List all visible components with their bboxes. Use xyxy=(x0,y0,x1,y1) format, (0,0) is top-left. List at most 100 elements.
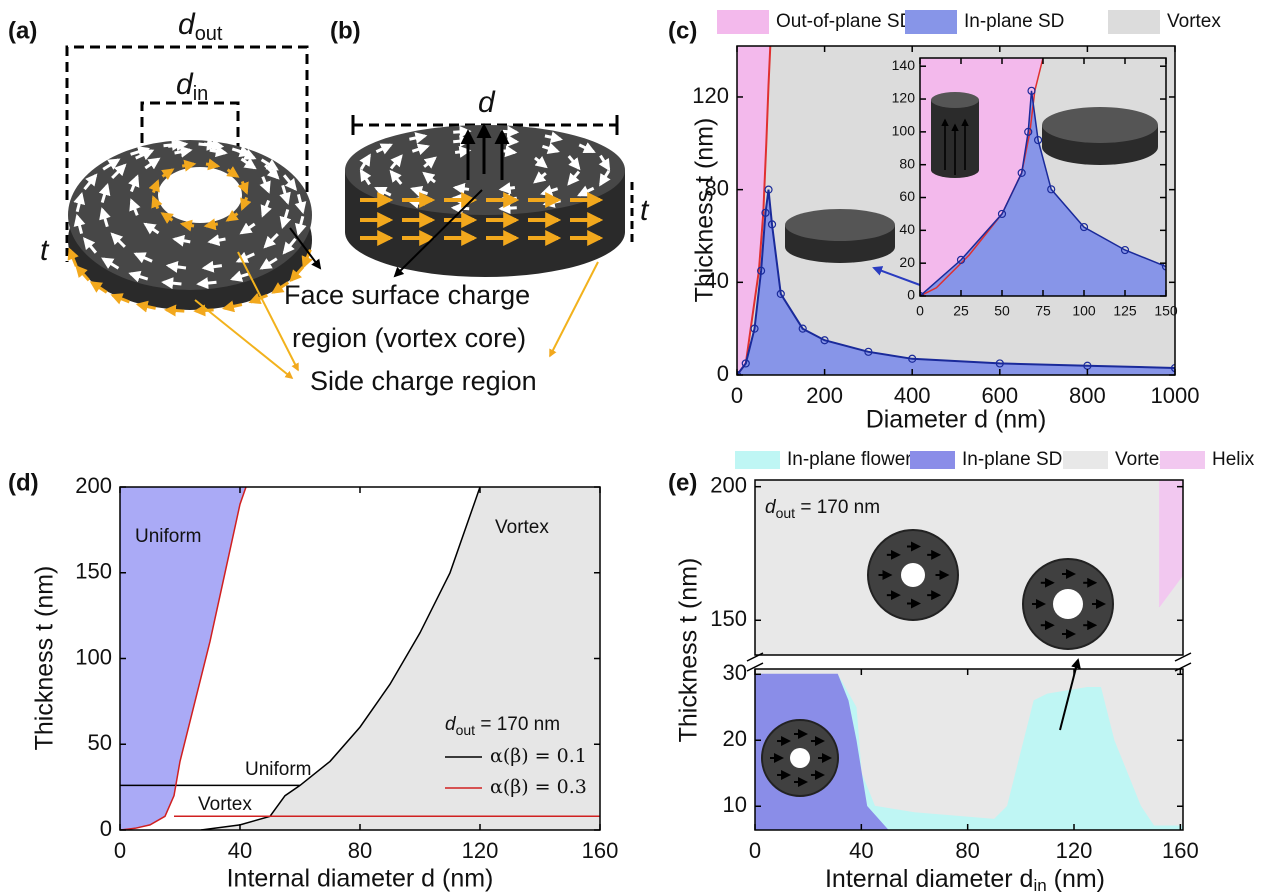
moment-arrow xyxy=(166,310,184,311)
x-axis-label: Diameter d (nm) xyxy=(866,406,1047,434)
legend-swatch xyxy=(1063,451,1108,469)
x-tick-label: 125 xyxy=(1113,303,1137,319)
x-tick-label: 200 xyxy=(806,383,843,408)
plot-area xyxy=(917,58,1170,300)
moment-arrow xyxy=(501,188,515,190)
x-axis-label: Internal diameter d (nm) xyxy=(227,865,494,893)
symbol: d xyxy=(178,8,196,41)
text: = 170 nm xyxy=(795,497,880,518)
panel-label: (c) xyxy=(668,17,697,44)
pointer-arrow xyxy=(550,262,598,356)
face-charge-label: Face surface charge xyxy=(284,280,530,310)
y-tick-label: 0 xyxy=(717,361,729,386)
symbol: d xyxy=(176,68,194,101)
moment-arrow xyxy=(455,188,469,190)
icon-hole xyxy=(790,748,810,768)
region-label: Vortex xyxy=(495,517,549,538)
y-tick-label: 150 xyxy=(75,559,112,584)
legend-label: Helix xyxy=(1212,449,1255,470)
y-tick-label: 120 xyxy=(892,90,916,106)
plot-area xyxy=(755,669,1183,830)
moment-arrow xyxy=(206,164,218,166)
moment-arrow xyxy=(501,208,517,209)
side-charge-label: Side charge region xyxy=(310,366,537,396)
legend-label: In-plane flower xyxy=(787,449,912,470)
face-charge-label: region (vortex core) xyxy=(292,323,526,353)
y-tick-label: 120 xyxy=(692,83,729,108)
moment-arrow xyxy=(196,310,214,311)
y-tick-label: 40 xyxy=(899,221,915,237)
legend-swatch xyxy=(1108,10,1160,34)
x-tick-label: 800 xyxy=(1069,383,1106,408)
y-tick-label: 100 xyxy=(75,644,112,669)
moment-arrow xyxy=(164,144,182,146)
x-tick-label: 120 xyxy=(1056,838,1093,863)
x-tick-label: 40 xyxy=(228,838,252,863)
subscript: out xyxy=(776,505,796,521)
y-tick-label: 140 xyxy=(892,57,916,73)
moment-arrow xyxy=(199,144,217,146)
panel-label: (b) xyxy=(330,17,361,44)
y-axis-label: Thickness t (nm) xyxy=(675,558,703,743)
x-tick-label: 0 xyxy=(916,303,924,319)
legend-label: In-plane SD xyxy=(964,11,1064,32)
x-tick-label: 40 xyxy=(849,838,873,863)
ring-hole xyxy=(158,167,242,223)
legend-label: α(β) = 0.3 xyxy=(490,776,587,798)
y-tick-label: 50 xyxy=(88,730,112,755)
x-tick-label: 120 xyxy=(462,838,499,863)
region-label: Vortex xyxy=(198,794,252,815)
panel-label: (e) xyxy=(668,469,697,496)
y-tick-label: 20 xyxy=(723,726,747,751)
x-tick-label: 80 xyxy=(348,838,372,863)
moment-arrow xyxy=(453,208,469,209)
x-tick-label: 0 xyxy=(114,838,126,863)
panel-label: (a) xyxy=(8,17,37,44)
x-tick-label: 600 xyxy=(981,383,1018,408)
moment-arrow xyxy=(206,224,218,226)
moment-arrow xyxy=(164,282,182,284)
page: (a) (b) (c) (d) (e) dout din t d t Face … xyxy=(0,0,1261,896)
x-axis-label: Internal diameter din (nm) xyxy=(825,865,1105,896)
y-tick-label: 150 xyxy=(710,606,747,631)
icon-top xyxy=(785,209,895,241)
legend-swatch xyxy=(717,10,769,34)
icon-hole xyxy=(901,563,925,587)
x-tick-label: 100 xyxy=(1072,303,1096,319)
disk-diagram xyxy=(345,115,632,277)
x-tick-label: 160 xyxy=(582,838,619,863)
legend-label: In-plane SD xyxy=(962,449,1062,470)
x-tick-label: 0 xyxy=(731,383,743,408)
x-tick-label: 1000 xyxy=(1151,383,1200,408)
y-axis-label: Thickness t (nm) xyxy=(691,118,719,303)
legend-label: Vortex xyxy=(1167,11,1221,32)
figure: (a) (b) (c) (d) (e) dout din t d t Face … xyxy=(0,0,1261,896)
legend-swatch xyxy=(735,451,780,469)
x-tick-label: 400 xyxy=(894,383,931,408)
y-tick-label: 30 xyxy=(723,660,747,685)
panel-label: (d) xyxy=(8,469,39,496)
region-label: Uniform xyxy=(135,526,202,547)
moment-arrow xyxy=(182,164,194,166)
icon-top xyxy=(1042,107,1158,143)
y-tick-label: 10 xyxy=(723,792,747,817)
subscript: out xyxy=(195,23,223,45)
y-tick-label: 100 xyxy=(892,123,916,139)
subscript: out xyxy=(456,722,476,738)
label-t: t xyxy=(640,194,650,227)
x-tick-label: 150 xyxy=(1154,303,1178,319)
y-tick-label: 200 xyxy=(75,473,112,498)
legend-swatch xyxy=(1160,451,1205,469)
text: (nm) xyxy=(1047,865,1105,893)
label-t: t xyxy=(40,234,50,267)
legend-label: Out-of-plane SD xyxy=(776,11,913,32)
subscript: in xyxy=(1033,876,1046,895)
label-d: d xyxy=(478,86,496,119)
pointer-arrow xyxy=(195,300,292,378)
legend-swatch xyxy=(905,10,957,34)
x-tick-label: 50 xyxy=(994,303,1010,319)
y-tick-label: 80 xyxy=(899,155,915,171)
subscript: in xyxy=(193,83,209,105)
region-label: Uniform xyxy=(245,759,312,780)
y-axis-label: Thickness t (nm) xyxy=(31,566,59,751)
